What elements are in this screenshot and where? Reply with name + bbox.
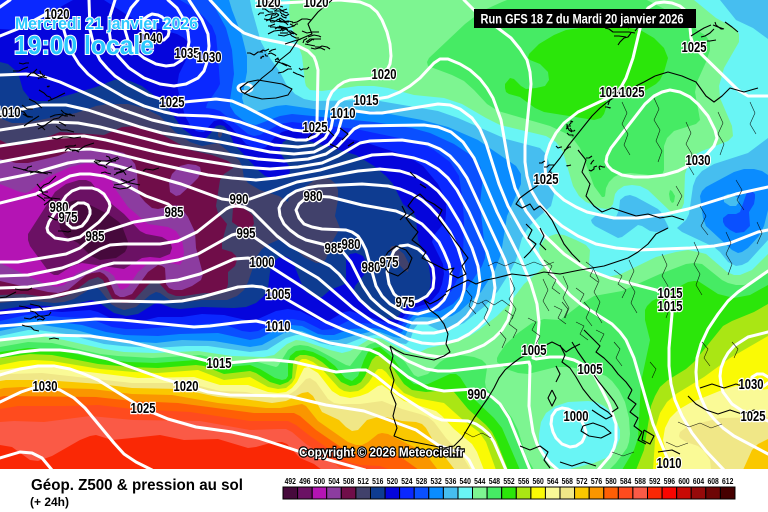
svg-text:592: 592 (649, 477, 661, 486)
svg-text:1025: 1025 (160, 94, 185, 111)
svg-text:19:00 locale: 19:00 locale (14, 30, 154, 60)
svg-text:975: 975 (59, 209, 78, 226)
svg-text:1025: 1025 (303, 119, 328, 136)
svg-text:Mercredi 21 janvier 2026: Mercredi 21 janvier 2026 (15, 14, 198, 33)
svg-text:1015: 1015 (354, 92, 379, 109)
svg-text:568: 568 (562, 477, 574, 486)
svg-text:1010: 1010 (331, 105, 356, 122)
svg-text:580: 580 (605, 477, 617, 486)
svg-text:1015: 1015 (658, 298, 683, 315)
svg-text:1020: 1020 (256, 0, 281, 11)
svg-text:980: 980 (342, 236, 361, 253)
svg-text:524: 524 (401, 477, 413, 486)
svg-text:980: 980 (304, 188, 323, 205)
svg-text:1040: 1040 (138, 30, 163, 47)
svg-text:990: 990 (468, 386, 487, 403)
svg-text:508: 508 (343, 477, 355, 486)
svg-text:512: 512 (358, 477, 370, 486)
svg-text:1025: 1025 (131, 400, 156, 417)
svg-text:1035: 1035 (175, 45, 200, 62)
svg-text:Géop. Z500 & pression au sol: Géop. Z500 & pression au sol (31, 477, 243, 494)
svg-text:572: 572 (576, 477, 588, 486)
svg-text:1010: 1010 (266, 318, 291, 335)
svg-text:1020: 1020 (304, 0, 329, 11)
svg-text:985: 985 (86, 228, 105, 245)
svg-text:588: 588 (635, 477, 647, 486)
svg-text:985: 985 (165, 204, 184, 221)
svg-text:504: 504 (328, 477, 340, 486)
svg-text:1010: 1010 (0, 104, 21, 121)
svg-text:1020: 1020 (174, 378, 199, 395)
svg-text:1005: 1005 (522, 342, 547, 359)
svg-text:985: 985 (325, 240, 344, 257)
svg-text:1000: 1000 (250, 254, 275, 271)
svg-text:560: 560 (532, 477, 544, 486)
svg-text:492: 492 (285, 477, 297, 486)
svg-text:608: 608 (707, 477, 719, 486)
svg-text:1025: 1025 (741, 408, 766, 425)
svg-text:1020: 1020 (372, 66, 397, 83)
svg-text:584: 584 (620, 477, 632, 486)
svg-text:1025: 1025 (682, 39, 707, 56)
svg-text:1005: 1005 (266, 286, 291, 303)
svg-text:540: 540 (460, 477, 472, 486)
svg-text:1030: 1030 (197, 49, 222, 66)
svg-text:980: 980 (50, 199, 69, 216)
svg-text:Copyright © 2026 Meteociel.fr: Copyright © 2026 Meteociel.fr (299, 445, 464, 460)
svg-text:1005: 1005 (578, 361, 603, 378)
svg-text:975: 975 (396, 294, 415, 311)
svg-text:552: 552 (503, 477, 515, 486)
svg-text:980: 980 (362, 259, 381, 276)
svg-text:600: 600 (678, 477, 690, 486)
svg-text:564: 564 (547, 477, 559, 486)
svg-text:548: 548 (489, 477, 501, 486)
svg-text:596: 596 (664, 477, 676, 486)
svg-text:1010: 1010 (657, 455, 682, 472)
svg-text:520: 520 (387, 477, 399, 486)
svg-text:995: 995 (237, 225, 256, 242)
svg-text:536: 536 (445, 477, 457, 486)
svg-text:496: 496 (299, 477, 311, 486)
svg-text:1025: 1025 (620, 84, 645, 101)
svg-text:1020: 1020 (45, 6, 70, 23)
svg-text:1030: 1030 (686, 152, 711, 169)
svg-text:1030: 1030 (33, 378, 58, 395)
svg-text:(+ 24h): (+ 24h) (30, 495, 69, 509)
svg-text:1030: 1030 (739, 376, 764, 393)
svg-text:Run GFS 18 Z du Mardi 20 janvi: Run GFS 18 Z du Mardi 20 janvier 2026 (481, 12, 684, 27)
svg-text:528: 528 (416, 477, 428, 486)
svg-text:975: 975 (380, 254, 399, 271)
svg-text:532: 532 (430, 477, 442, 486)
svg-text:1010: 1010 (600, 84, 625, 101)
svg-text:990: 990 (230, 191, 249, 208)
svg-text:544: 544 (474, 477, 486, 486)
svg-text:556: 556 (518, 477, 530, 486)
svg-text:1000: 1000 (564, 408, 589, 425)
svg-text:1025: 1025 (534, 171, 559, 188)
svg-text:612: 612 (722, 477, 734, 486)
svg-text:604: 604 (693, 477, 705, 486)
svg-text:1015: 1015 (658, 285, 683, 302)
svg-text:576: 576 (591, 477, 603, 486)
svg-text:1015: 1015 (207, 355, 232, 372)
svg-text:500: 500 (314, 477, 326, 486)
svg-text:516: 516 (372, 477, 384, 486)
